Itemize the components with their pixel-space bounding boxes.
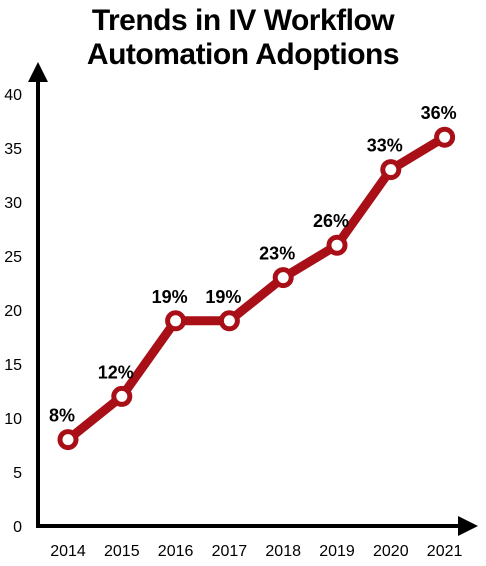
x-tick-label: 2019 (319, 543, 355, 560)
x-axis-arrow (458, 516, 478, 536)
axes (28, 62, 478, 536)
x-tick-label: 2016 (158, 543, 194, 560)
chart-title-line-2: Automation Adoptions (86, 38, 400, 71)
x-tick-label: 2017 (212, 543, 248, 560)
data-label: 12% (98, 362, 134, 382)
series-line (63, 132, 450, 445)
x-tick-label: 2018 (265, 543, 301, 560)
chart-title: Trends in IV Workflow Automation Adoptio… (0, 4, 486, 72)
data-label: 33% (367, 136, 403, 156)
data-labels: 8% 12% 19% 19% 23% 26% 33% 36% (49, 103, 457, 425)
data-points (57, 126, 456, 451)
y-tick-label: 35 (4, 141, 22, 158)
y-axis-arrow (28, 62, 48, 82)
y-tick-label: 0 (13, 519, 22, 536)
y-tick-label: 20 (4, 303, 22, 320)
x-tick-labels: 2014 2015 2016 2017 2018 2019 2020 2021 (50, 543, 462, 560)
data-label: 23% (259, 244, 295, 264)
x-tick-label: 2015 (104, 543, 140, 560)
chart-title-line-1: Trends in IV Workflow (91, 4, 395, 37)
data-label: 8% (49, 406, 75, 426)
data-point-marker (434, 126, 456, 148)
y-tick-label: 10 (4, 411, 22, 428)
data-label: 19% (152, 287, 188, 307)
y-tick-label: 30 (4, 195, 22, 212)
data-label: 26% (313, 211, 349, 231)
x-tick-label: 2014 (50, 543, 86, 560)
y-tick-labels: 0 5 10 15 20 25 30 35 40 (4, 87, 22, 536)
data-label: 36% (421, 103, 457, 123)
y-tick-label: 5 (13, 465, 22, 482)
data-point-marker (165, 310, 187, 332)
data-point-marker (111, 385, 133, 407)
data-point-marker (218, 310, 240, 332)
y-tick-label: 15 (4, 357, 22, 374)
data-point-marker (380, 159, 402, 181)
x-tick-label: 2020 (373, 543, 409, 560)
data-point-marker (57, 429, 79, 451)
data-point-marker (326, 234, 348, 256)
data-point-marker (272, 267, 294, 289)
y-tick-label: 40 (4, 87, 22, 104)
y-tick-label: 25 (4, 249, 22, 266)
data-label: 19% (205, 287, 241, 307)
x-tick-label: 2021 (427, 543, 463, 560)
